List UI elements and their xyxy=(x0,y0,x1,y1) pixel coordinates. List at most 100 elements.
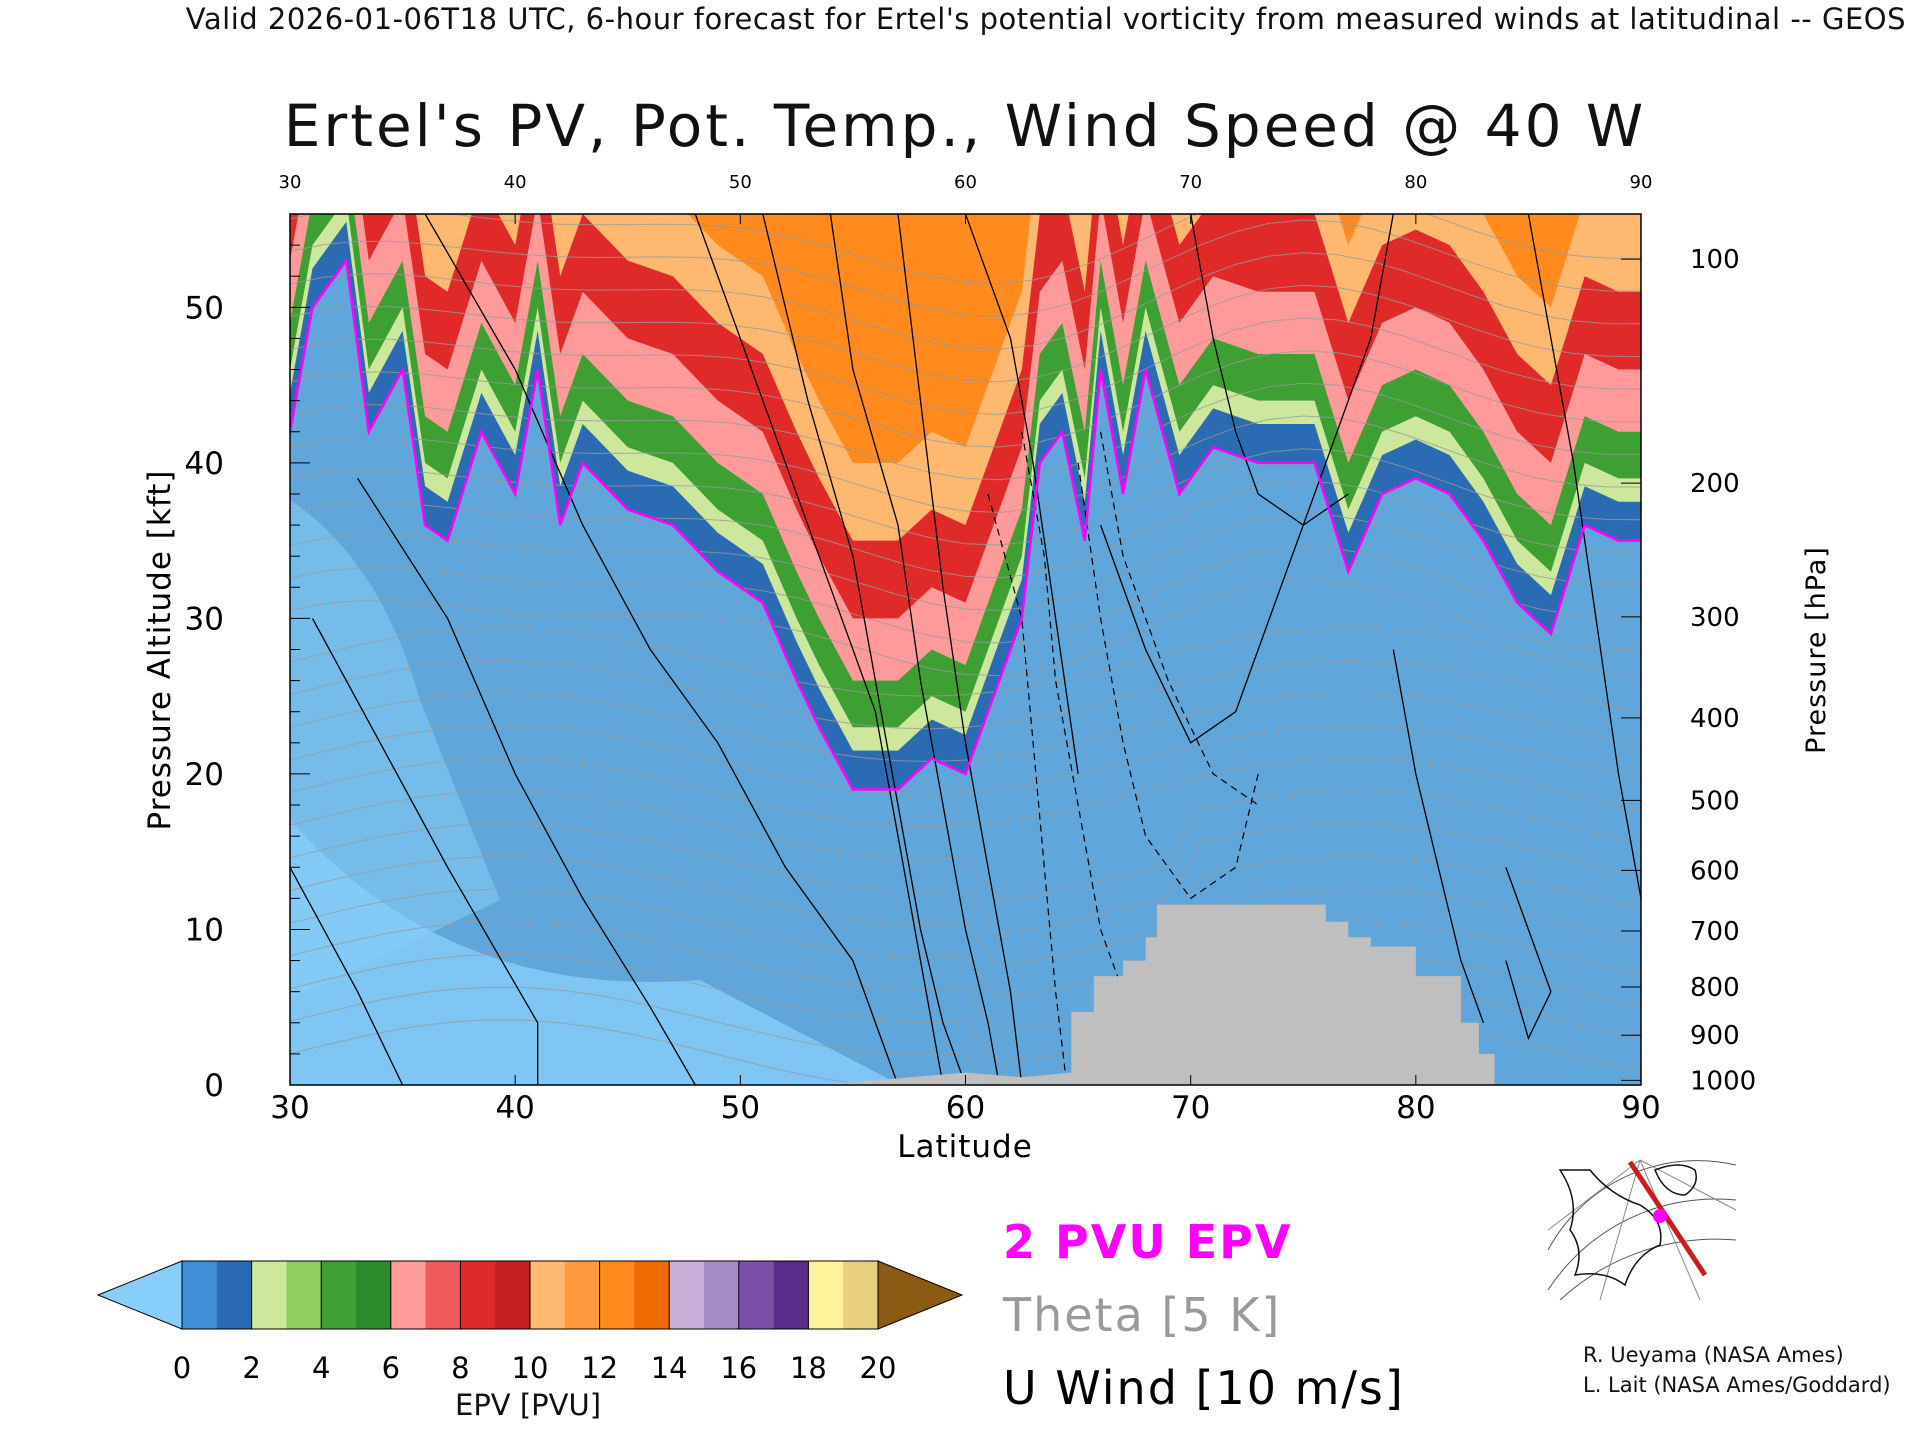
credits: R. Ueyama (NASA Ames) L. Lait (NASA Ames… xyxy=(1583,1340,1891,1400)
colorbar-tick-label: 2 xyxy=(242,1351,260,1385)
epv-filled-layers xyxy=(290,214,1641,1085)
theta-contour xyxy=(290,888,1641,1000)
theta-contour xyxy=(290,284,1641,383)
y-tick-label: 0 xyxy=(204,1068,224,1104)
x-tick-label: 40 xyxy=(495,1090,534,1126)
colorbar-segment xyxy=(738,1261,775,1329)
theta-contour xyxy=(290,627,1641,697)
inset-map-icon xyxy=(1542,1154,1738,1304)
troposphere-epv-layer xyxy=(290,260,1641,1085)
low-epv-region xyxy=(290,500,500,1000)
pressure-tick-label: 400 xyxy=(1690,704,1740,734)
x-tick-label: 50 xyxy=(721,1090,760,1126)
colorbar-tick-label: 10 xyxy=(512,1351,549,1385)
credit-line-1: R. Ueyama (NASA Ames) xyxy=(1583,1343,1844,1367)
theta-contour xyxy=(290,415,1641,513)
theta-contour xyxy=(290,725,1641,795)
colorbar-segment xyxy=(530,1261,566,1329)
theta-contours xyxy=(290,214,1641,1085)
epv-colorbar: 0 2 4 6 8 10 12 14 16 18 20 xyxy=(96,1260,964,1385)
x-axis-label: Latitude xyxy=(897,1129,1033,1165)
top-tick-label: 60 xyxy=(954,172,977,193)
colorbar-label: EPV [PVU] xyxy=(455,1388,602,1422)
x-tick-label: 80 xyxy=(1396,1090,1435,1126)
low-epv-region xyxy=(290,820,900,1085)
wind-contour xyxy=(290,866,404,1085)
theta-contour xyxy=(290,953,1641,1066)
colorbar-over-triangle xyxy=(877,1260,964,1330)
pressure-tick-label: 1000 xyxy=(1690,1066,1756,1096)
wind-contours xyxy=(290,214,1641,1085)
legend-2pvu-epv: 2 PVU EPV xyxy=(1003,1215,1293,1269)
x-tick-label: 70 xyxy=(1171,1090,1210,1126)
colorbar-tick-label: 14 xyxy=(651,1351,688,1385)
pressure-tick-label: 500 xyxy=(1690,786,1740,816)
pressure-tick-labels: 1000 900 800 700 600 500 400 300 200 100 xyxy=(1690,245,1756,1096)
epv-layer-6 xyxy=(290,214,1641,463)
colorbar-segment xyxy=(843,1261,879,1329)
top-tick-label: 50 xyxy=(729,172,752,193)
wind-contour xyxy=(1190,214,1349,526)
wind-contour-negative xyxy=(1077,462,1259,900)
colorbar-tick-label: 16 xyxy=(720,1351,757,1385)
theta-contour xyxy=(290,513,1641,611)
x-tick-label: 90 xyxy=(1621,1090,1660,1126)
top-tick-label: 70 xyxy=(1179,172,1202,193)
y-tick-label: 30 xyxy=(185,601,224,637)
y-axis-label: Pressure Altitude [kft] xyxy=(142,470,178,831)
theta-contour xyxy=(290,546,1641,644)
colorbar-under-triangle xyxy=(96,1260,183,1330)
wind-contour xyxy=(1505,867,1552,1041)
theta-contour xyxy=(290,823,1641,935)
wind-contour-negative xyxy=(1100,431,1259,806)
wind-contour xyxy=(897,214,1023,1085)
colorbar-segment xyxy=(425,1261,461,1329)
colorbar-segment xyxy=(634,1261,670,1329)
theta-contour xyxy=(290,382,1641,481)
theta-contour xyxy=(290,350,1641,448)
axis-ticks xyxy=(289,213,1642,1086)
wind-contour xyxy=(762,214,967,1085)
wind-contour-negative xyxy=(987,493,1068,1085)
top-tick-labels: 30 40 50 60 70 80 90 xyxy=(279,172,1653,193)
colorbar-segment xyxy=(321,1261,357,1329)
theta-contour xyxy=(290,317,1641,415)
pressure-tick-label: 100 xyxy=(1690,245,1740,275)
theta-contour xyxy=(290,790,1641,902)
pressure-tick-label: 700 xyxy=(1690,917,1740,947)
credit-line-2: L. Lait (NASA Ames/Goddard) xyxy=(1583,1373,1891,1397)
theta-contour xyxy=(290,659,1641,730)
y-tick-label: 20 xyxy=(185,757,224,793)
theta-contour xyxy=(290,448,1641,546)
legend-theta: Theta [5 K] xyxy=(1003,1288,1282,1342)
pressure-tick-label: 600 xyxy=(1690,856,1740,886)
pressure-tick-label: 200 xyxy=(1690,469,1740,499)
colorbar-tick-label: 8 xyxy=(451,1351,469,1385)
colorbar-tick-label: 12 xyxy=(581,1351,618,1385)
valid-time-header: Valid 2026-01-06T18 UTC, 6-hour forecast… xyxy=(185,2,1906,36)
colorbar-tick-label: 0 xyxy=(173,1351,191,1385)
top-tick-label: 80 xyxy=(1404,172,1427,193)
theta-contour xyxy=(290,855,1641,968)
theta-contour xyxy=(290,252,1641,350)
top-tick-label: 40 xyxy=(504,172,527,193)
two-pvu-line xyxy=(290,257,1641,791)
pressure-tick-label: 300 xyxy=(1690,603,1740,633)
chart-title: Ertel's PV, Pot. Temp., Wind Speed @ 40 … xyxy=(283,92,1647,160)
theta-contour xyxy=(290,757,1641,828)
x-tick-label: 60 xyxy=(946,1090,985,1126)
colorbar-segment xyxy=(390,1261,427,1329)
pressure-tick-label: 800 xyxy=(1690,973,1740,1003)
colorbar-tick-label: 18 xyxy=(790,1351,827,1385)
wind-contour xyxy=(829,214,1000,1085)
surface-terrain xyxy=(819,904,1495,1085)
colorbar-tick-label: 6 xyxy=(382,1351,400,1385)
y-tick-labels: 0 10 20 30 40 50 xyxy=(185,290,224,1104)
colorbar-tick-label: 20 xyxy=(860,1351,897,1385)
theta-contour xyxy=(290,578,1641,677)
y-tick-label: 10 xyxy=(185,912,224,948)
colorbar-segment xyxy=(286,1261,322,1329)
x-tick-labels: 30 40 50 60 70 80 90 xyxy=(270,1090,1660,1126)
colorbar-segment xyxy=(599,1261,635,1329)
